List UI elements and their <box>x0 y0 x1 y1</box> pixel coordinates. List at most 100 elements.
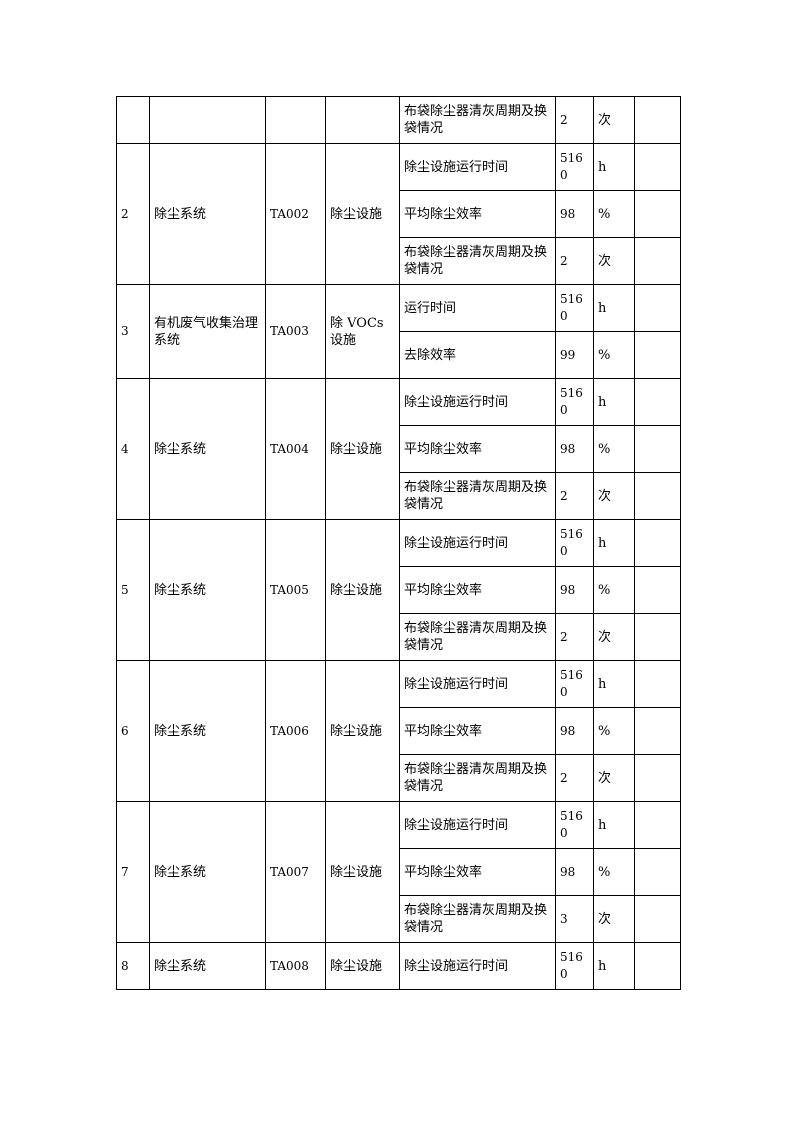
cell-facility: 除尘设施 <box>325 801 400 943</box>
cell-unit: % <box>593 425 635 473</box>
cell-value: 5160 <box>555 143 594 191</box>
cell-code: TA006 <box>265 660 326 802</box>
cell-value: 2 <box>555 613 594 661</box>
cell-parameter: 除尘设施运行时间 <box>399 942 556 990</box>
table-row: 布袋除尘器清灰周期及换袋情况 2 次 <box>117 754 681 802</box>
cell-note <box>634 378 681 426</box>
cell-unit: % <box>593 566 635 614</box>
table-row: 布袋除尘器清灰周期及换袋情况 2 次 <box>117 472 681 520</box>
cell-code: TA003 <box>265 284 326 379</box>
cell-note <box>634 660 681 708</box>
cell-no: 7 <box>116 801 150 943</box>
cell-parameter: 运行时间 <box>399 284 556 332</box>
table-row: 7 除尘系统 TA007 除尘设施 除尘设施运行时间 5160 h <box>116 801 681 943</box>
monitoring-table: 布袋除尘器清灰周期及换袋情况 2 次 2 除尘系统 TA002 除尘设施 除尘设施运行时间 51… <box>116 96 681 990</box>
table-row: 布袋除尘器清灰周期及换袋情况 2 次 <box>117 237 681 285</box>
cell-unit: h <box>593 942 635 990</box>
cell-value: 98 <box>555 848 594 896</box>
cell-unit: h <box>593 143 635 191</box>
cell-unit: h <box>593 519 635 567</box>
cell-value: 5160 <box>555 942 594 990</box>
cell-unit: % <box>593 848 635 896</box>
cell-facility: 除尘设施 <box>325 143 400 285</box>
cell-value: 98 <box>555 707 594 755</box>
cell-code <box>265 96 326 144</box>
cell-value: 2 <box>555 237 594 285</box>
table-row: 去除效率 99% <box>117 331 681 379</box>
cell-no: 5 <box>116 519 150 661</box>
cell-value: 98 <box>555 190 594 238</box>
cell-note <box>634 848 681 896</box>
cell-system: 除尘系统 <box>149 660 266 802</box>
cell-parameter: 平均除尘效率 <box>399 566 556 614</box>
cell-facility: 除尘设施 <box>325 519 400 661</box>
cell-unit: 次 <box>593 472 635 520</box>
cell-unit: h <box>593 801 635 849</box>
cell-value: 2 <box>555 96 594 144</box>
cell-parameter: 布袋除尘器清灰周期及换袋情况 <box>399 472 556 520</box>
cell-value: 5160 <box>555 660 594 708</box>
cell-unit: % <box>593 190 635 238</box>
table-row: 平均除尘效率 98% <box>117 190 681 238</box>
cell-no: 8 <box>116 942 150 990</box>
cell-note <box>634 613 681 661</box>
table-row: 平均除尘效率 98% <box>117 848 681 896</box>
cell-system: 除尘系统 <box>149 143 266 285</box>
cell-parameter: 布袋除尘器清灰周期及换袋情况 <box>399 754 556 802</box>
cell-value: 2 <box>555 472 594 520</box>
cell-parameter: 平均除尘效率 <box>399 425 556 473</box>
cell-parameter: 布袋除尘器清灰周期及换袋情况 <box>399 895 556 943</box>
cell-parameter: 除尘设施运行时间 <box>399 660 556 708</box>
cell-note <box>634 801 681 849</box>
cell-parameter: 除尘设施运行时间 <box>399 143 556 191</box>
cell-note <box>634 942 681 990</box>
cell-note <box>634 519 681 567</box>
cell-unit: 次 <box>593 613 635 661</box>
cell-parameter: 除尘设施运行时间 <box>399 519 556 567</box>
cell-parameter: 平均除尘效率 <box>399 707 556 755</box>
cell-unit: 次 <box>593 754 635 802</box>
cell-note <box>634 425 681 473</box>
table-row: 2 除尘系统 TA002 除尘设施 除尘设施运行时间 5160 h <box>116 143 681 285</box>
table-row: 布袋除尘器清灰周期及换袋情况 2 次 <box>117 613 681 661</box>
cell-system: 除尘系统 <box>149 519 266 661</box>
cell-no: 4 <box>116 378 150 520</box>
table-row: 布袋除尘器清灰周期及换袋情况 3 次 <box>117 895 681 943</box>
cell-system: 除尘系统 <box>149 378 266 520</box>
table-row: 4 除尘系统 TA004 除尘设施 除尘设施运行时间 5160 h <box>116 378 681 520</box>
cell-value: 98 <box>555 425 594 473</box>
cell-note <box>634 566 681 614</box>
cell-note <box>634 237 681 285</box>
cell-note <box>634 754 681 802</box>
cell-note <box>634 895 681 943</box>
cell-no: 3 <box>116 284 150 379</box>
cell-value: 5160 <box>555 378 594 426</box>
cell-unit: h <box>593 378 635 426</box>
cell-parameter: 布袋除尘器清灰周期及换袋情况 <box>399 613 556 661</box>
cell-value: 2 <box>555 754 594 802</box>
cell-value: 5160 <box>555 284 594 332</box>
cell-unit: h <box>593 660 635 708</box>
cell-parameter: 布袋除尘器清灰周期及换袋情况 <box>399 96 556 144</box>
cell-value: 5160 <box>555 519 594 567</box>
cell-note <box>634 331 681 379</box>
table-row: 3 有机废气收集治理系统 TA003 除 VOCs 设施 运行时间 5160 h <box>116 284 681 379</box>
cell-parameter: 布袋除尘器清灰周期及换袋情况 <box>399 237 556 285</box>
cell-system: 除尘系统 <box>149 942 266 990</box>
cell-parameter: 去除效率 <box>399 331 556 379</box>
table-row: 6 除尘系统 TA006 除尘设施 除尘设施运行时间 5160 h <box>116 660 681 802</box>
cell-unit: % <box>593 331 635 379</box>
cell-no: 6 <box>116 660 150 802</box>
cell-code: TA002 <box>265 143 326 285</box>
cell-note <box>634 143 681 191</box>
table-row: 5 除尘系统 TA005 除尘设施 除尘设施运行时间 5160 h <box>116 519 681 661</box>
cell-value: 99 <box>555 331 594 379</box>
cell-unit: 次 <box>593 96 635 144</box>
cell-unit: 次 <box>593 237 635 285</box>
cell-value: 5160 <box>555 801 594 849</box>
cell-value: 3 <box>555 895 594 943</box>
cell-note <box>634 190 681 238</box>
cell-code: TA008 <box>265 942 326 990</box>
cell-no <box>116 96 150 144</box>
table-row: 平均除尘效率 98% <box>117 707 681 755</box>
